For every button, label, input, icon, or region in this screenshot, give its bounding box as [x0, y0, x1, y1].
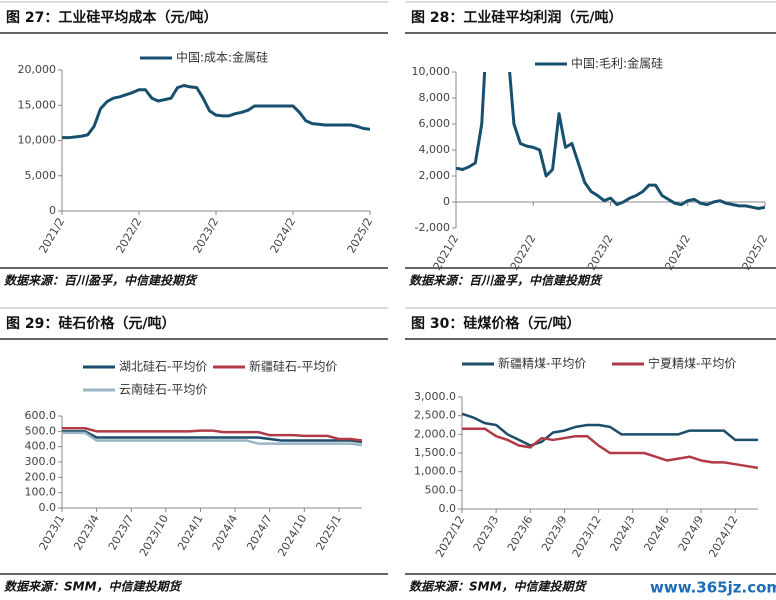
y-tick-label: 600.0 [25, 409, 57, 422]
y-tick-label: 0 [443, 195, 450, 208]
x-tick-label: 2024/10 [275, 513, 309, 559]
x-tick-label: 2023/6 [505, 514, 536, 554]
x-tick-label: 2024/6 [642, 514, 673, 554]
series-line [62, 84, 370, 140]
series-line [462, 412, 758, 447]
x-tick-label: 2025/1 [314, 513, 345, 553]
y-tick-label: 5,000 [25, 169, 57, 182]
y-tick-label: 400.0 [25, 440, 57, 453]
x-tick-label: 2025/2 [740, 233, 771, 273]
y-tick-label: 20,000 [18, 63, 57, 76]
source-note: 数据来源：百川盈孚，中信建投期货 [4, 274, 198, 288]
figure-title: 图 27：工业硅平均成本（元/吨） [6, 9, 217, 26]
y-tick-label: 200.0 [25, 470, 57, 483]
y-tick-label: -2,000 [415, 221, 450, 234]
source-note: 数据来源：百川盈孚，中信建投期货 [409, 274, 603, 288]
watermark: www.365jz.com [650, 579, 776, 597]
y-tick-label: 6,000 [419, 117, 451, 130]
y-tick-label: 0.0 [39, 501, 57, 514]
x-tick-label: 2023/2 [191, 216, 222, 256]
x-tick-label: 2024/9 [676, 514, 707, 554]
x-tick-label: 2023/4 [71, 513, 102, 553]
legend-label: 新疆精煤-平均价 [498, 356, 586, 371]
y-tick-label: 2,000.0 [414, 427, 456, 440]
series-line [62, 427, 362, 442]
y-tick-label: 15,000 [18, 98, 57, 111]
x-tick-label: 2024/7 [244, 513, 275, 553]
x-tick-label: 2024/12 [706, 514, 740, 560]
x-tick-label: 2025/2 [345, 216, 376, 256]
y-tick-label: 1,000.0 [414, 465, 456, 478]
y-tick-label: 500.0 [25, 424, 57, 437]
x-tick-label: 2024/4 [210, 513, 241, 553]
x-tick-label: 2022/2 [114, 216, 145, 256]
figure-title: 图 28：工业硅平均利润（元/吨） [411, 9, 622, 26]
figure-title: 图 29：硅石价格（元/吨） [6, 315, 175, 332]
y-tick-label: 10,000 [412, 65, 451, 78]
x-tick-label: 2024/1 [175, 513, 206, 553]
legend-label: 新疆硅石-平均价 [249, 359, 337, 374]
y-tick-label: 10,000 [18, 134, 57, 147]
x-tick-label: 2023/12 [570, 514, 604, 560]
x-tick-label: 2023/3 [471, 514, 502, 554]
y-tick-label: 100.0 [25, 486, 57, 499]
x-tick-label: 2021/2 [37, 216, 68, 256]
y-tick-label: 2,000 [419, 169, 451, 182]
x-tick-label: 2023/10 [137, 513, 171, 559]
x-tick-label: 2024/2 [268, 216, 299, 256]
y-tick-label: 1,500.0 [414, 446, 456, 459]
y-tick-label: 2,500.0 [414, 409, 456, 422]
legend-label: 宁夏精煤-平均价 [648, 356, 736, 371]
legend-label: 中国:毛利:金属硅 [571, 56, 663, 71]
x-tick-label: 2022/2 [508, 233, 539, 273]
legend-label: 中国:成本:金属硅 [176, 50, 268, 65]
y-tick-label: 3,000.0 [414, 390, 456, 403]
x-tick-label: 2023/9 [539, 514, 570, 554]
x-tick-label: 2024/3 [607, 514, 638, 554]
source-note: 数据来源：SMM，中信建投期货 [409, 580, 588, 594]
x-tick-label: 2021/2 [431, 233, 462, 273]
y-tick-label: 4,000 [419, 143, 451, 156]
x-tick-label: 2023/1 [37, 513, 68, 553]
y-tick-label: 0.0 [439, 502, 457, 515]
series-line [62, 431, 362, 447]
x-tick-label: 2022/12 [433, 514, 467, 560]
figure-title: 图 30：硅煤价格（元/吨） [411, 315, 580, 332]
x-tick-label: 2023/2 [585, 233, 616, 273]
y-tick-label: 300.0 [25, 455, 57, 468]
x-tick-label: 2023/7 [106, 513, 137, 553]
legend-label: 湖北硅石-平均价 [119, 359, 207, 374]
series-line [462, 427, 758, 470]
y-tick-label: 0 [49, 204, 56, 217]
y-tick-label: 8,000 [419, 91, 451, 104]
x-tick-label: 2024/2 [662, 233, 693, 273]
y-tick-label: 500.0 [425, 483, 457, 496]
legend-label: 云南硅石-平均价 [119, 382, 207, 397]
source-note: 数据来源：SMM，中信建投期货 [4, 580, 183, 594]
series-line [456, 72, 765, 210]
series-line [62, 430, 362, 444]
